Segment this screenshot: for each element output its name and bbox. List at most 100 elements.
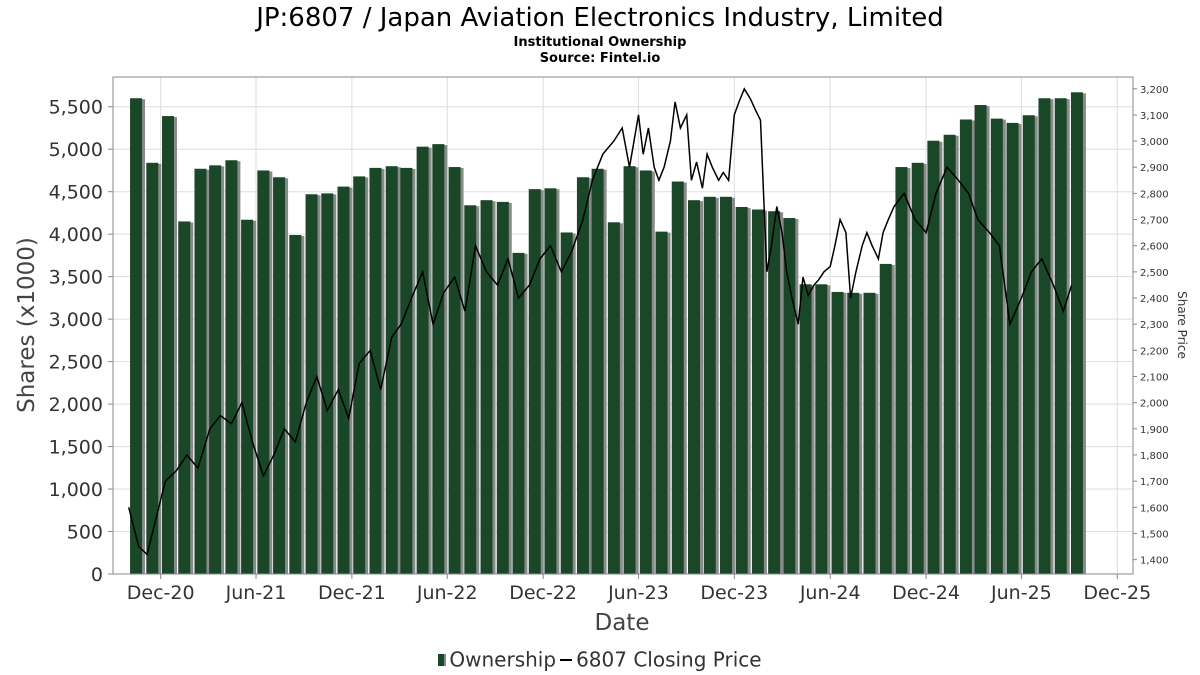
ownership-bar [911, 162, 924, 575]
ownership-bar [400, 167, 413, 574]
y-tick-label: 4,500 [49, 182, 103, 204]
y-tick-label: 5,000 [49, 139, 103, 161]
y2-tick-label: 2,100 [1140, 373, 1169, 384]
ownership-bar [1006, 122, 1019, 574]
ownership-bar [241, 219, 254, 574]
ownership-bar [321, 193, 334, 574]
y-tick-label: 500 [67, 522, 103, 544]
ownership-bar [607, 222, 620, 574]
ownership-bar [448, 167, 461, 575]
y-tick-label: 0 [91, 564, 103, 586]
y2-tick-label: 2,500 [1140, 268, 1169, 279]
ownership-bar [1038, 98, 1051, 574]
y2-tick-label: 1,600 [1140, 503, 1169, 514]
y2-tick-label: 2,700 [1140, 216, 1169, 227]
ownership-bar [130, 98, 143, 574]
x-tick-label: Dec-25 [1083, 582, 1151, 604]
y-axis-label: Shares (x1000) [14, 237, 40, 413]
ownership-bar [815, 284, 828, 574]
ownership-bar [783, 218, 796, 574]
y2-tick-label: 3,000 [1140, 137, 1169, 148]
y2-tick-label: 2,300 [1140, 320, 1169, 331]
ownership-bar [178, 221, 191, 574]
x-tick-label: Dec-22 [509, 582, 577, 604]
ownership-bar [337, 186, 350, 574]
right-axis: 1,400 1,500 1,600 1,700 1,800 1,900 2,000 2,100… [1133, 85, 1169, 567]
legend: Ownership 6807 Closing Price [0, 646, 1200, 672]
x-tick-label: Jun-21 [225, 582, 287, 604]
ownership-bar [831, 291, 844, 574]
price-line [127, 87, 1073, 556]
price-legend-label: 6807 Closing Price [576, 647, 762, 672]
ownership-bar [146, 162, 159, 575]
x-tick-label: Jun-24 [799, 582, 861, 604]
y-tick-label: 1,500 [49, 437, 103, 459]
ownership-bar [847, 292, 860, 574]
chart-source: Source: Fintel.io [539, 51, 661, 66]
ownership-bar [273, 177, 286, 574]
ownership-bar [385, 166, 398, 574]
y2-tick-label: 2,000 [1140, 399, 1169, 410]
ownership-bar [1070, 92, 1083, 575]
y2-tick-label: 1,500 [1140, 529, 1169, 540]
y-tick-label: 2,000 [49, 394, 103, 416]
ownership-bar [959, 119, 972, 574]
ownership-bar [863, 292, 876, 574]
y2-tick-label: 3,100 [1140, 111, 1169, 122]
price-line-path [127, 87, 1073, 556]
ownership-legend-swatch [438, 653, 447, 666]
chart-title: JP:6807 / Japan Aviation Electronics Ind… [256, 3, 944, 33]
ownership-bar [194, 168, 207, 574]
ownership-bars [130, 92, 1086, 575]
y2-tick-label: 1,800 [1140, 451, 1169, 462]
ownership-bar [703, 196, 716, 575]
ownership-bar [927, 140, 940, 574]
x-tick-label: Dec-20 [127, 582, 195, 604]
x-tick-label: Dec-21 [318, 582, 386, 604]
ownership-bar [528, 189, 541, 574]
x-tick-label: Dec-23 [700, 582, 768, 604]
ownership-bar [544, 188, 557, 575]
y2-axis-label: Share Price [1175, 291, 1189, 359]
ownership-bar [943, 134, 956, 574]
ownership-bar [990, 118, 1003, 574]
ownership-bar [353, 176, 366, 574]
x-axis-label: Date [595, 610, 650, 636]
y2-tick-label: 1,900 [1140, 425, 1169, 436]
ownership-bar [496, 201, 509, 574]
ownership-bar [289, 235, 302, 574]
y2-tick-label: 1,700 [1140, 477, 1169, 488]
y2-tick-label: 1,400 [1140, 556, 1169, 567]
ownership-bar [671, 181, 684, 574]
left-axis: 0 500 1,000 1,500 2,000 2,500 3,000 3,500 4,000 4… [49, 97, 113, 586]
ownership-bar [512, 252, 525, 574]
ownership-bar [560, 232, 573, 574]
ownership-bar [432, 144, 445, 574]
plot-frame [112, 76, 1134, 575]
ownership-bar [162, 116, 175, 574]
ownership-bar [623, 166, 636, 574]
ownership-bar [687, 200, 700, 574]
y2-tick-label: 3,200 [1140, 85, 1169, 96]
ownership-bar [639, 170, 652, 574]
ownership-bar [879, 263, 892, 574]
y-tick-label: 4,000 [49, 224, 103, 246]
x-tick-label: Dec-24 [892, 582, 960, 604]
y-tick-label: 3,000 [49, 309, 103, 331]
ownership-bar [225, 160, 238, 574]
ownership-bar [768, 211, 781, 574]
y-tick-label: 5,500 [49, 97, 103, 119]
ownership-bar [1022, 115, 1035, 574]
ownership-bar [1054, 98, 1067, 574]
x-tick-label: Jun-22 [416, 582, 478, 604]
ownership-bar [464, 205, 477, 575]
ownership-bar [416, 146, 429, 574]
ownership-bar [719, 196, 732, 575]
ownership-bar [576, 177, 589, 574]
y2-tick-label: 2,800 [1140, 189, 1169, 200]
x-tick-label: Jun-25 [990, 582, 1052, 604]
ownership-bar [305, 194, 318, 574]
bottom-axis: Dec-20 Jun-21 Dec-21 Jun-22 Dec-22 Jun-23 Dec-… [127, 574, 1151, 604]
y-tick-label: 2,500 [49, 352, 103, 374]
